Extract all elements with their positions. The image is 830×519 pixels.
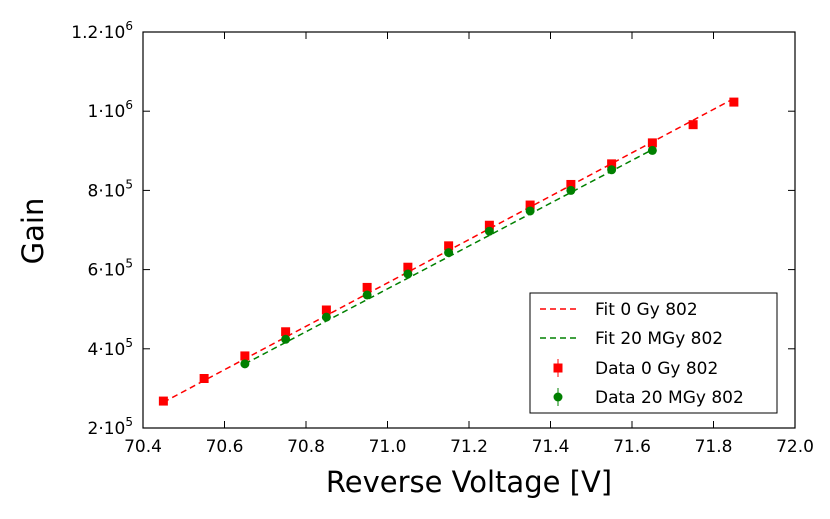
data-point-circle-3-7 [525, 206, 535, 216]
data-point-circle-3-2 [321, 312, 331, 322]
legend-label-3: Data 20 MGy 802 [595, 388, 744, 408]
x-tick-label: 71.8 [695, 437, 733, 457]
data-point-square-2-13 [688, 120, 698, 130]
data-point-circle-3-6 [484, 226, 494, 236]
y-tick-label: 1.2·106 [71, 19, 133, 43]
legend-label-2: Data 0 Gy 802 [595, 359, 718, 379]
data-point-square-2-8 [484, 220, 494, 230]
y-tick-label: 4·105 [88, 336, 134, 360]
x-tick-label: 70.4 [124, 437, 162, 457]
x-axis-label: Reverse Voltage [V] [326, 465, 612, 499]
plot-area [158, 97, 739, 406]
y-axis-label: Gain [16, 198, 50, 265]
data-point-square-2-7 [444, 241, 454, 251]
data-point-square-2-5 [362, 282, 372, 292]
x-tick-label: 71.2 [450, 437, 488, 457]
y-tick-label: 6·105 [88, 257, 134, 281]
data-point-circle-3-4 [403, 269, 413, 279]
data-point-square-2-1 [199, 374, 209, 383]
data-point-square-2-14 [729, 97, 739, 107]
y-tick-label: 8·105 [88, 177, 134, 201]
x-tick-label: 71.6 [613, 437, 651, 457]
data-point-square-2-10 [566, 179, 576, 189]
x-tick-label: 71.0 [369, 437, 407, 457]
legend: Fit 0 Gy 802 Fit 20 MGy 802 Data 0 Gy 802 D… [529, 292, 778, 414]
x-tick-label: 71.4 [532, 437, 570, 457]
data-point-circle-3-8 [566, 185, 576, 195]
axis-ticks: 70.4 70.6 70.8 71.0 71.2 71.4 71.6 71.8 72.0 2·10… [71, 19, 814, 457]
legend-box [529, 292, 778, 414]
data-point-circle-3-1 [281, 334, 291, 344]
data-point-circle-3-10 [647, 145, 657, 155]
legend-swatch-square-2 [553, 363, 563, 373]
data-point-square-2-12 [647, 138, 657, 148]
data-point-square-2-2 [240, 351, 250, 361]
legend-swatch-circle-3 [553, 392, 563, 402]
data-point-square-2-3 [281, 327, 291, 337]
data-point-square-2-0 [158, 396, 168, 406]
data-point-square-2-4 [321, 305, 331, 315]
data-point-circle-3-3 [362, 290, 372, 300]
y-tick-label: 2·105 [88, 415, 134, 439]
data-point-circle-3-9 [607, 165, 617, 175]
data-point-circle-3-0 [240, 359, 250, 369]
y-tick-label: 1·106 [88, 98, 134, 122]
data-point-square-2-11 [607, 159, 617, 169]
legend-label-0: Fit 0 Gy 802 [595, 300, 698, 320]
x-tick-label: 70.6 [206, 437, 244, 457]
legend-label-1: Fit 20 MGy 802 [595, 329, 723, 349]
x-tick-label: 72.0 [776, 437, 814, 457]
data-point-square-2-9 [525, 200, 535, 210]
data-point-circle-3-5 [444, 248, 454, 258]
x-tick-label: 70.8 [287, 437, 325, 457]
data-point-square-2-6 [403, 262, 413, 272]
